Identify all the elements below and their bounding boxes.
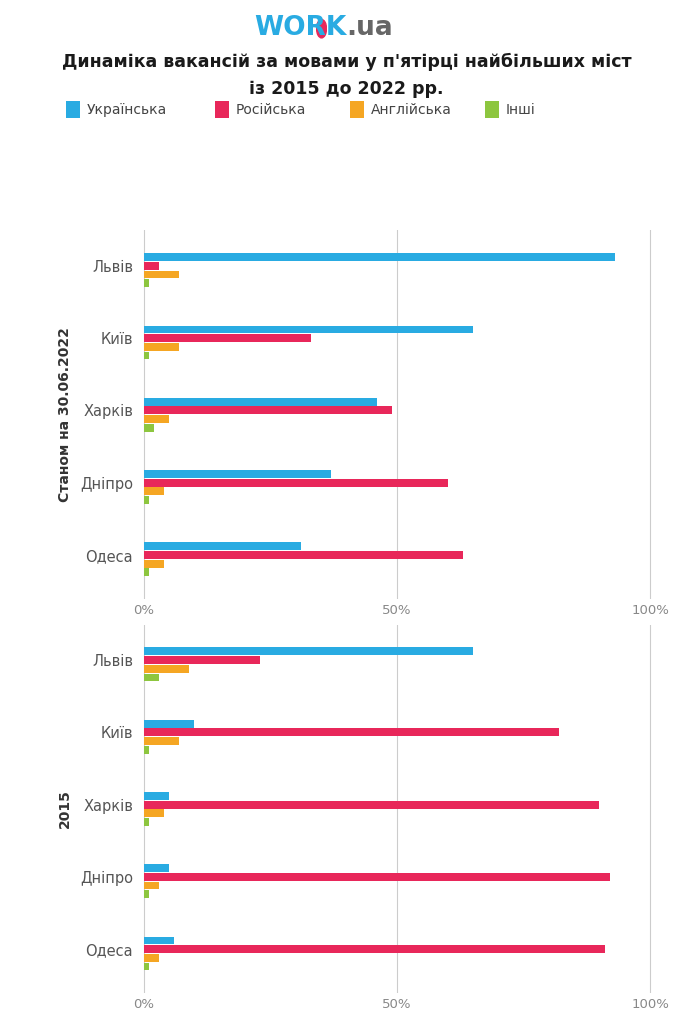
Bar [143, 737, 179, 744]
Bar [143, 351, 149, 359]
Bar [143, 487, 164, 496]
Text: Російська: Російська [236, 102, 306, 117]
Bar [143, 280, 149, 287]
Bar [143, 397, 376, 406]
Bar [143, 674, 159, 681]
Bar [143, 818, 149, 826]
Text: Динаміка вакансій за мовами у п'ятірці найбільших міст: Динаміка вакансій за мовами у п'ятірці н… [62, 53, 631, 72]
Bar [143, 470, 331, 478]
Bar [143, 720, 194, 728]
Bar [143, 560, 164, 567]
Bar [143, 343, 179, 350]
Bar [143, 809, 164, 817]
Text: Англійська: Англійська [371, 102, 452, 117]
Bar [143, 479, 448, 486]
Y-axis label: Станом на 30.06.2022: Станом на 30.06.2022 [58, 328, 71, 502]
Bar [143, 882, 159, 890]
Bar [143, 407, 392, 415]
Bar [143, 551, 463, 559]
Bar [143, 496, 149, 504]
Bar [143, 334, 310, 342]
Bar [143, 262, 159, 269]
Bar [143, 424, 154, 432]
Bar [143, 728, 559, 736]
Bar [143, 745, 149, 754]
Bar [143, 665, 189, 673]
Bar [143, 945, 604, 953]
Bar [143, 792, 169, 800]
Bar [143, 954, 159, 962]
Bar [143, 253, 615, 261]
Bar [143, 864, 169, 872]
Bar [143, 890, 149, 898]
Bar [143, 326, 473, 334]
Bar [143, 270, 179, 279]
Bar [143, 873, 610, 881]
Bar [143, 568, 149, 577]
Bar [143, 937, 174, 944]
Y-axis label: 2015: 2015 [58, 790, 71, 828]
Bar [143, 415, 169, 423]
Text: Українська: Українська [87, 102, 167, 117]
Text: Інші: Інші [506, 102, 536, 117]
Bar [143, 543, 301, 550]
Bar [143, 801, 599, 809]
Text: WORK: WORK [254, 15, 346, 41]
Circle shape [317, 19, 326, 38]
Text: .ua: .ua [346, 15, 393, 41]
Bar [143, 656, 260, 664]
Bar [143, 963, 149, 971]
Bar [143, 647, 473, 655]
Text: із 2015 до 2022 рр.: із 2015 до 2022 рр. [249, 80, 444, 98]
